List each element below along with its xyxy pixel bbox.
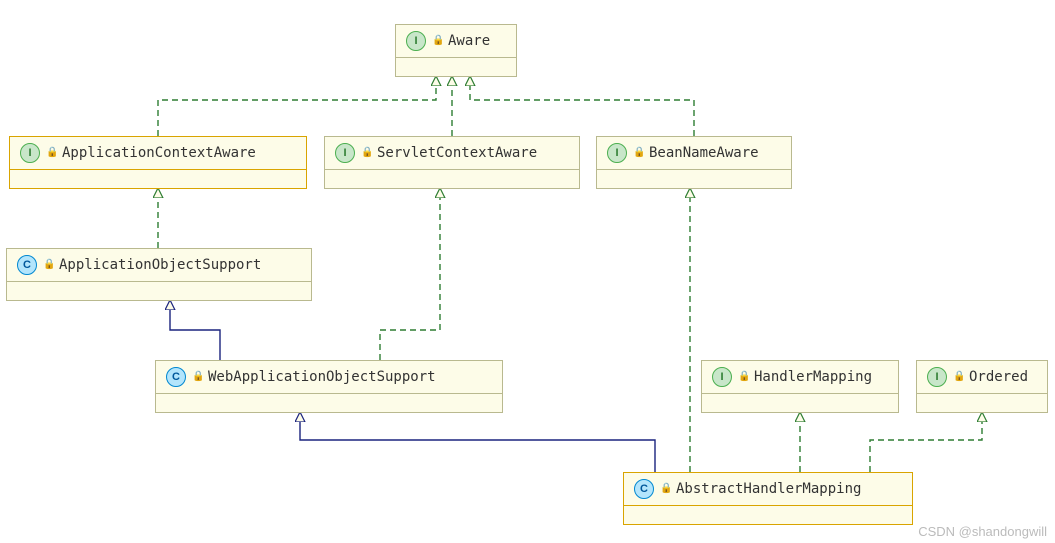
node-label: WebApplicationObjectSupport [208, 369, 436, 385]
node-abstract-handler-mapping: C 🔒 AbstractHandlerMapping [623, 472, 913, 525]
edge [300, 412, 655, 472]
interface-badge-icon: I [406, 31, 426, 51]
interface-badge-icon: I [927, 367, 947, 387]
lock-icon: 🔒 [192, 372, 202, 382]
lock-icon: 🔒 [361, 148, 371, 158]
lock-icon: 🔒 [43, 260, 53, 270]
node-application-context-aware: I 🔒 ApplicationContextAware [9, 136, 307, 189]
interface-badge-icon: I [607, 143, 627, 163]
lock-icon: 🔒 [432, 36, 442, 46]
node-label: ApplicationObjectSupport [59, 257, 261, 273]
edge [158, 76, 436, 136]
lock-icon: 🔒 [46, 148, 56, 158]
node-aware: I 🔒 Aware [395, 24, 517, 77]
interface-badge-icon: I [712, 367, 732, 387]
node-label: HandlerMapping [754, 369, 872, 385]
interface-badge-icon: I [20, 143, 40, 163]
lock-icon: 🔒 [660, 484, 670, 494]
lock-icon: 🔒 [738, 372, 748, 382]
edge [470, 76, 694, 136]
uml-diagram: I 🔒 Aware I 🔒 ApplicationContextAware I … [0, 0, 1055, 543]
node-handler-mapping: I 🔒 HandlerMapping [701, 360, 899, 413]
lock-icon: 🔒 [953, 372, 963, 382]
node-servlet-context-aware: I 🔒 ServletContextAware [324, 136, 580, 189]
node-label: ServletContextAware [377, 145, 537, 161]
interface-badge-icon: I [335, 143, 355, 163]
watermark: CSDN @shandongwill [918, 524, 1047, 539]
class-badge-icon: C [634, 479, 654, 499]
edge [870, 412, 982, 472]
node-label: AbstractHandlerMapping [676, 481, 861, 497]
node-web-application-object-support: C 🔒 WebApplicationObjectSupport [155, 360, 503, 413]
lock-icon: 🔒 [633, 148, 643, 158]
node-bean-name-aware: I 🔒 BeanNameAware [596, 136, 792, 189]
class-badge-icon: C [166, 367, 186, 387]
node-application-object-support: C 🔒 ApplicationObjectSupport [6, 248, 312, 301]
node-label: ApplicationContextAware [62, 145, 256, 161]
node-label: Aware [448, 33, 490, 49]
edge [380, 188, 440, 360]
edge [170, 300, 220, 360]
node-label: BeanNameAware [649, 145, 759, 161]
node-label: Ordered [969, 369, 1028, 385]
class-badge-icon: C [17, 255, 37, 275]
node-ordered: I 🔒 Ordered [916, 360, 1048, 413]
